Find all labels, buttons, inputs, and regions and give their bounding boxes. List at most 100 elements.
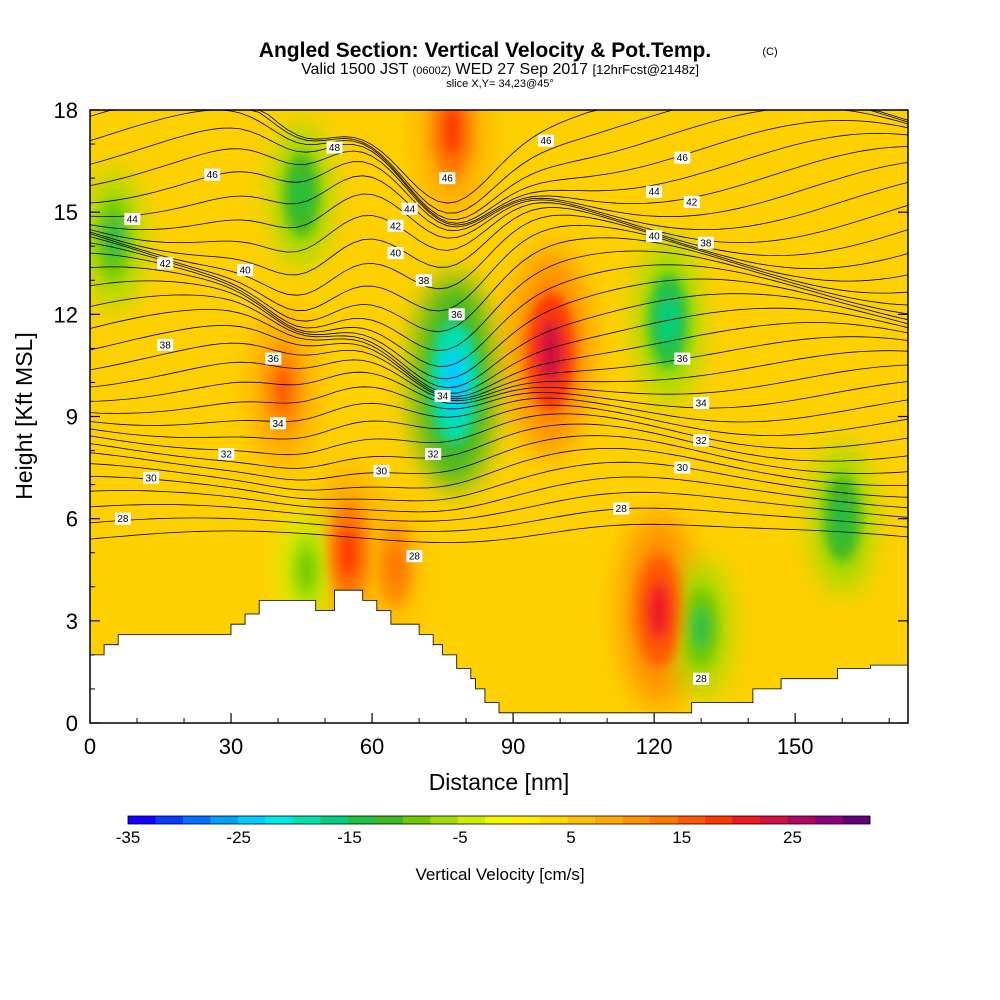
theta-contour-line [90, 206, 908, 276]
theta-contour-line [90, 110, 908, 214]
subtitle-forecast: [12hrFcst@2148z] [593, 62, 699, 77]
contour-label-box [401, 202, 418, 215]
contour-label-box [157, 338, 174, 351]
contour-label-text: 30 [146, 473, 158, 484]
colorbar-tick-label: -25 [226, 828, 251, 847]
colorbar-swatch [540, 816, 569, 824]
contour-label-box [538, 134, 555, 147]
theta-contour-line [90, 119, 908, 224]
contour-label: 44 [124, 212, 141, 225]
theta-contour-line [90, 182, 908, 239]
contour-label-box [425, 447, 442, 460]
contour-label-text: 38 [700, 238, 712, 249]
colorbar-swatch [237, 816, 266, 824]
contour-label: 32 [218, 447, 235, 460]
theta-contour-line [90, 523, 908, 544]
theta-contour-line [90, 350, 908, 402]
contour-label: 30 [674, 461, 691, 474]
contour-label-text: 44 [649, 187, 661, 198]
theta-contour-line [90, 448, 908, 491]
contour-label-box [693, 396, 710, 409]
theta-contour-line [90, 336, 908, 400]
colorbar-swatch [650, 816, 679, 824]
contour-label-text: 36 [451, 310, 463, 321]
contour-label-box [693, 434, 710, 447]
copyright-mark: (C) [762, 46, 777, 58]
contour-label-text: 32 [221, 449, 233, 460]
contour-label: 36 [265, 352, 282, 365]
colorbar-swatch [787, 816, 816, 824]
contour-label: 46 [439, 172, 456, 185]
velocity-core [441, 110, 463, 157]
colorbar [127, 815, 871, 825]
theta-contour-line [90, 162, 908, 232]
colorbar-swatch [210, 816, 239, 824]
contour-label-text: 44 [404, 204, 416, 215]
theta-contour-line [90, 423, 908, 469]
velocity-core [658, 296, 679, 347]
contour-label: 30 [143, 471, 160, 484]
colorbar-swatch [402, 816, 431, 824]
chart-title: Angled Section: Vertical Velocity & Pot.… [259, 39, 711, 62]
contour-label-box [674, 151, 691, 164]
contour-label-box [204, 168, 221, 181]
contour-label: 44 [401, 202, 418, 215]
theta-contour-line [90, 110, 908, 204]
contour-label: 28 [693, 672, 710, 685]
colorbar-swatch [375, 816, 404, 824]
contour-label-text: 46 [442, 174, 454, 185]
contour-label: 34 [270, 417, 287, 430]
contour-label-box [613, 502, 630, 515]
colorbar-tick-label: -5 [453, 828, 468, 847]
contour-label-box [434, 390, 451, 403]
theta-contour-line [90, 202, 908, 253]
colorbar-swatch [705, 816, 733, 824]
contour-label-text: 40 [240, 266, 252, 277]
contour-label: 32 [425, 447, 442, 460]
contour-label: 38 [697, 236, 714, 249]
theta-contour-line [90, 307, 908, 394]
colorbar-tick-label: 15 [672, 828, 691, 847]
contour-label-box [387, 219, 404, 232]
colorbar-label: Vertical Velocity [cm/s] [415, 865, 584, 884]
colorbar-swatch [292, 816, 321, 824]
contour-label-text: 28 [616, 504, 628, 515]
colorbar-swatch [760, 816, 788, 824]
contour-label: 38 [415, 274, 432, 287]
theta-contour-line [90, 404, 908, 440]
colorbar-ticks: -35 -25 -15 -5 5 15 25 [116, 828, 802, 847]
contour-label-text: 32 [696, 436, 708, 447]
velocity-core [647, 580, 671, 641]
x-tick-label: 120 [636, 734, 673, 759]
theta-contour-line [90, 214, 908, 296]
contour-label-text: 48 [329, 143, 341, 154]
x-tick-label: 0 [84, 734, 96, 759]
y-tick-label: 18 [54, 98, 78, 123]
colorbar-swatch [347, 816, 376, 824]
contour-label-box [693, 672, 710, 685]
theta-contour-line [90, 507, 908, 532]
theta-contour-line [90, 237, 908, 333]
colorbar-swatch [677, 816, 706, 824]
y-tick-label: 12 [54, 302, 78, 327]
theta-contour-line [90, 322, 908, 398]
colorbar-swatch [842, 816, 871, 824]
contour-label-text: 30 [677, 463, 689, 474]
contour-label-text: 36 [268, 354, 280, 365]
contour-label-text: 30 [376, 466, 388, 477]
contour-label: 30 [373, 464, 390, 477]
contour-label-box [697, 236, 714, 249]
contour-label-box [124, 212, 141, 225]
contour-label-text: 46 [540, 136, 552, 147]
contour-label-box [674, 461, 691, 474]
theta-contour-line [90, 476, 908, 513]
plot-area: 28 28 28 28 30 30 30 32 32 32 34 34 34 36 36 36 38 38 38 40… [90, 110, 908, 723]
subtitle-valid-time: Valid 1500 JST [301, 61, 409, 78]
chart-header: Angled Section: Vertical Velocity & Pot.… [259, 39, 778, 90]
velocity-core [692, 606, 710, 649]
colorbar-tick-label: -15 [337, 828, 362, 847]
contour-label: 28 [613, 502, 630, 515]
contour-label: 28 [406, 550, 423, 563]
contour-label-text: 42 [686, 197, 698, 208]
